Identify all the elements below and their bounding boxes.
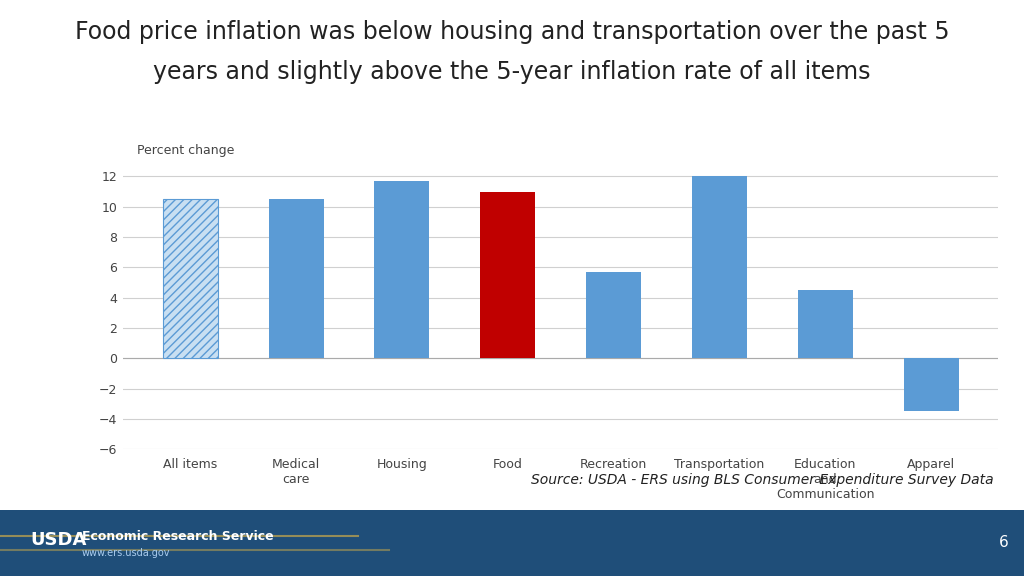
Bar xyxy=(692,176,746,358)
Text: Percent change: Percent change xyxy=(137,144,234,157)
Text: Economic Research Service: Economic Research Service xyxy=(82,530,273,543)
Text: www.ers.usda.gov: www.ers.usda.gov xyxy=(82,548,170,558)
Bar xyxy=(375,181,429,358)
Bar xyxy=(586,272,641,358)
Bar xyxy=(903,358,958,411)
Bar xyxy=(163,199,218,358)
Text: years and slightly above the 5-year inflation rate of all items: years and slightly above the 5-year infl… xyxy=(154,60,870,85)
Bar xyxy=(480,192,536,358)
Text: Food price inflation was below housing and transportation over the past 5: Food price inflation was below housing a… xyxy=(75,20,949,44)
Text: 6: 6 xyxy=(998,535,1009,551)
Text: Source: USDA - ERS using BLS Consumer Expenditure Survey Data: Source: USDA - ERS using BLS Consumer Ex… xyxy=(530,473,993,487)
Text: USDA: USDA xyxy=(31,530,87,548)
Bar xyxy=(798,290,853,358)
Bar xyxy=(268,199,324,358)
